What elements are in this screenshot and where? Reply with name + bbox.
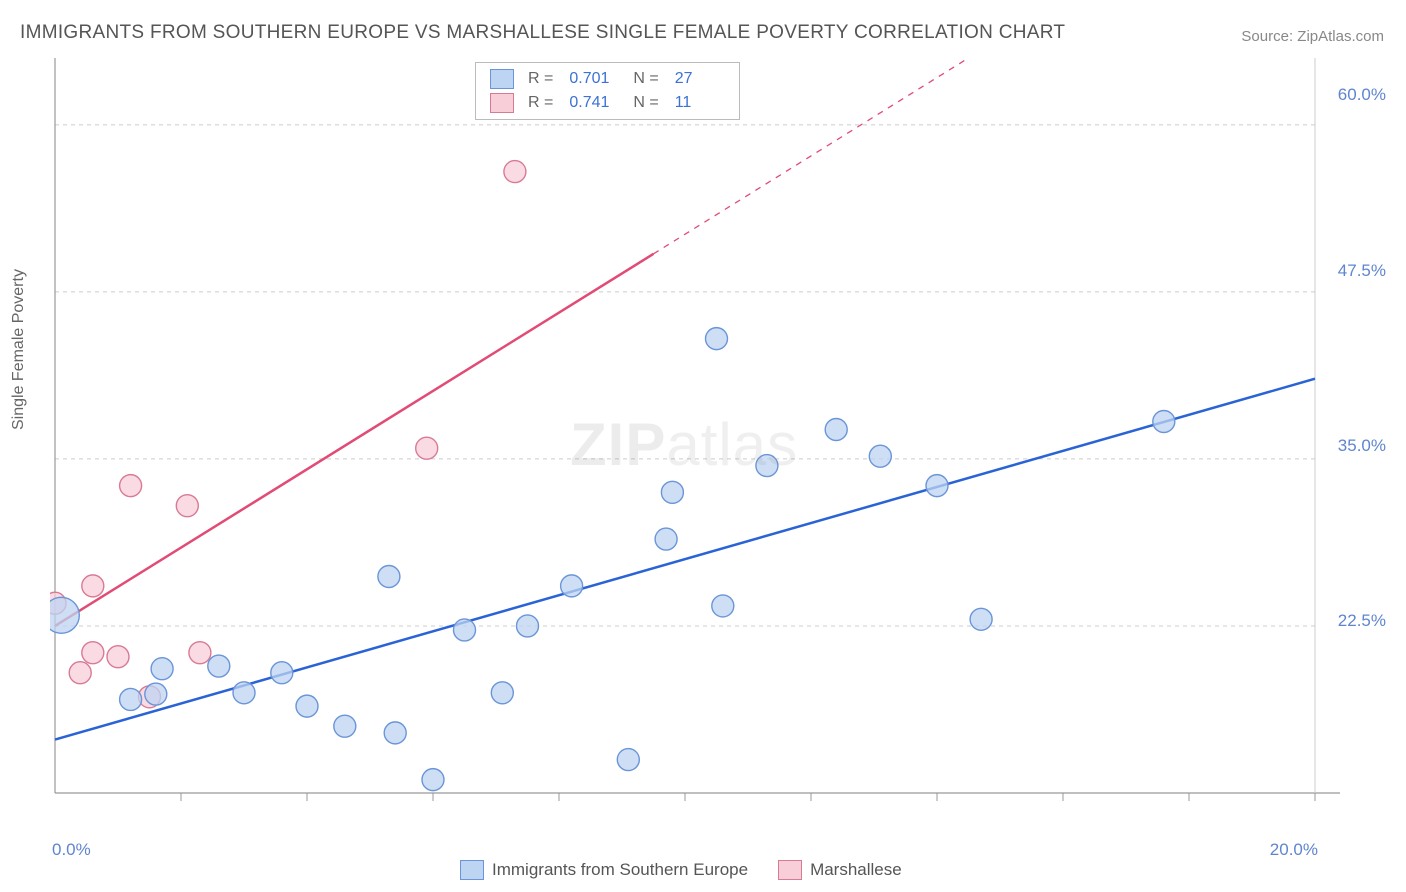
legend-stats-box: R = 0.701 N = 27 R = 0.741 N = 11 [475,62,740,120]
chart-title: IMMIGRANTS FROM SOUTHERN EUROPE VS MARSH… [20,22,1065,44]
legend-swatch-series-a [490,69,514,89]
n-value: 27 [675,70,725,88]
r-value: 0.741 [569,94,619,112]
legend-label: Immigrants from Southern Europe [492,860,748,880]
r-value: 0.701 [569,70,619,88]
plot-area [50,58,1340,823]
scatter-plot-svg [50,58,1340,823]
legend-swatch-series-a [460,860,484,880]
legend-item: Immigrants from Southern Europe [460,860,748,880]
y-tick-label: 22.5% [1338,611,1386,631]
legend-swatch-series-b [490,93,514,113]
legend-swatch-series-b [778,860,802,880]
x-tick-label-min: 0.0% [52,840,91,860]
legend-item: Marshallese [778,860,902,880]
x-tick-label-max: 20.0% [1270,840,1318,860]
y-tick-label: 35.0% [1338,436,1386,456]
n-label: N = [633,94,658,112]
source-prefix: Source: [1241,28,1297,45]
y-tick-label: 60.0% [1338,85,1386,105]
r-label: R = [528,70,553,88]
legend-series: Immigrants from Southern Europe Marshall… [460,860,902,880]
y-tick-label: 47.5% [1338,261,1386,281]
chart-container: IMMIGRANTS FROM SOUTHERN EUROPE VS MARSH… [0,0,1406,892]
legend-label: Marshallese [810,860,902,880]
y-axis-label: Single Female Poverty [10,269,28,430]
legend-stats-row: R = 0.741 N = 11 [476,91,739,115]
n-label: N = [633,70,658,88]
source-attribution: Source: ZipAtlas.com [1241,28,1384,45]
n-value: 11 [675,94,725,112]
legend-stats-row: R = 0.701 N = 27 [476,67,739,91]
r-label: R = [528,94,553,112]
source-name: ZipAtlas.com [1297,28,1384,45]
